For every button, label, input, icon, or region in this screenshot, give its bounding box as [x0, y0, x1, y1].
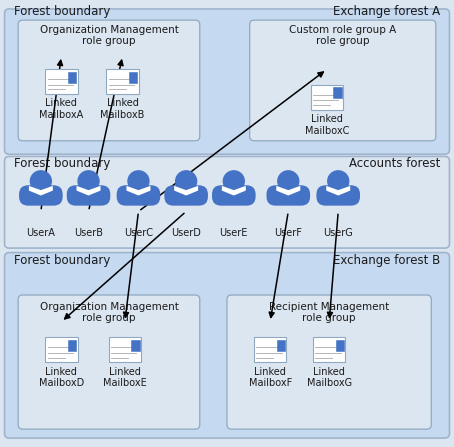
Text: Forest boundary: Forest boundary — [14, 5, 110, 18]
FancyBboxPatch shape — [254, 337, 286, 362]
FancyBboxPatch shape — [316, 185, 360, 206]
Polygon shape — [127, 186, 150, 195]
FancyBboxPatch shape — [266, 185, 310, 206]
FancyBboxPatch shape — [131, 340, 139, 351]
Text: UserF: UserF — [274, 228, 302, 238]
FancyBboxPatch shape — [68, 72, 76, 83]
Polygon shape — [326, 186, 350, 195]
FancyBboxPatch shape — [276, 340, 285, 351]
Text: Exchange forest A: Exchange forest A — [333, 5, 440, 18]
Circle shape — [176, 171, 197, 191]
Circle shape — [328, 171, 349, 191]
Text: UserD: UserD — [171, 228, 201, 238]
FancyBboxPatch shape — [336, 340, 344, 351]
Text: UserG: UserG — [323, 228, 353, 238]
Text: Forest boundary: Forest boundary — [14, 157, 110, 170]
FancyBboxPatch shape — [117, 185, 160, 206]
Text: Accounts forest: Accounts forest — [349, 157, 440, 170]
Text: Organization Management
role group: Organization Management role group — [39, 25, 178, 46]
Text: Linked
MailboxD: Linked MailboxD — [39, 367, 84, 388]
FancyBboxPatch shape — [18, 295, 200, 429]
Circle shape — [223, 171, 244, 191]
Text: Linked
MailboxC: Linked MailboxC — [305, 114, 349, 135]
Text: UserB: UserB — [74, 228, 103, 238]
Text: Linked
MailboxG: Linked MailboxG — [306, 367, 352, 388]
Text: UserA: UserA — [26, 228, 55, 238]
FancyBboxPatch shape — [18, 20, 200, 141]
Polygon shape — [77, 186, 100, 195]
Text: Recipient Management
role group: Recipient Management role group — [269, 302, 389, 323]
FancyBboxPatch shape — [313, 337, 345, 362]
FancyBboxPatch shape — [19, 185, 63, 206]
Text: Linked
MailboxE: Linked MailboxE — [103, 367, 147, 388]
Polygon shape — [29, 186, 53, 195]
Circle shape — [128, 171, 149, 191]
Text: Linked
MailboxB: Linked MailboxB — [100, 98, 145, 120]
Text: Forest boundary: Forest boundary — [14, 254, 110, 267]
FancyBboxPatch shape — [164, 185, 208, 206]
Text: Exchange forest B: Exchange forest B — [333, 254, 440, 267]
Text: Linked
MailboxA: Linked MailboxA — [39, 98, 84, 120]
Circle shape — [30, 171, 51, 191]
FancyBboxPatch shape — [106, 69, 139, 94]
FancyBboxPatch shape — [5, 9, 449, 154]
FancyBboxPatch shape — [227, 295, 431, 429]
Text: Linked
MailboxF: Linked MailboxF — [248, 367, 292, 388]
FancyBboxPatch shape — [67, 185, 110, 206]
FancyBboxPatch shape — [109, 337, 141, 362]
FancyBboxPatch shape — [212, 185, 256, 206]
FancyBboxPatch shape — [5, 156, 449, 248]
Polygon shape — [276, 186, 300, 195]
Polygon shape — [174, 186, 198, 195]
Polygon shape — [222, 186, 246, 195]
Text: Organization Management
role group: Organization Management role group — [39, 302, 178, 323]
FancyBboxPatch shape — [68, 340, 76, 351]
FancyBboxPatch shape — [45, 69, 78, 94]
FancyBboxPatch shape — [333, 87, 341, 98]
Circle shape — [278, 171, 299, 191]
Text: UserC: UserC — [124, 228, 153, 238]
FancyBboxPatch shape — [45, 337, 78, 362]
Text: Custom role group A
role group: Custom role group A role group — [289, 25, 396, 46]
Text: UserE: UserE — [220, 228, 248, 238]
FancyBboxPatch shape — [311, 85, 343, 110]
FancyBboxPatch shape — [250, 20, 436, 141]
Circle shape — [78, 171, 99, 191]
FancyBboxPatch shape — [5, 253, 449, 438]
FancyBboxPatch shape — [129, 72, 137, 83]
